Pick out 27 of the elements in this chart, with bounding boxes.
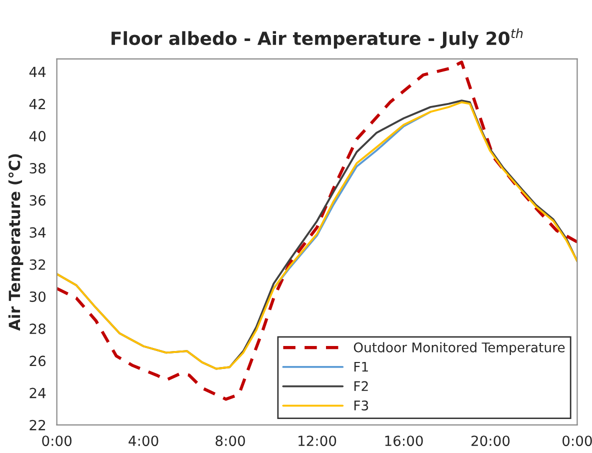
legend-label: F3: [354, 400, 368, 410]
x-tick-label: 4:00: [128, 436, 158, 446]
x-tick-label: 20:00: [471, 436, 510, 446]
x-tick-label: 8:00: [216, 436, 245, 446]
y-tick-label: 32: [30, 259, 46, 270]
x-tick-label: 12:00: [298, 436, 336, 446]
x-tick-label: 16:00: [385, 436, 423, 446]
y-tick-label: 26: [30, 356, 46, 366]
line-series: [272, 110, 432, 290]
y-tick-label: 38: [30, 163, 46, 174]
y-tick-label: 22: [30, 420, 46, 430]
legend-label: F2: [354, 381, 368, 391]
x-tick-label: 0:00: [42, 436, 72, 446]
chart-title: Floor albedo - Air temperature - July 20$^{th}$: [112, 28, 523, 49]
legend-label: F1: [354, 362, 368, 372]
x-tick-label: 0:00: [562, 436, 592, 446]
line-series: [56, 60, 578, 401]
y-tick-label: 34: [30, 227, 46, 238]
y-tick-label: 40: [29, 130, 46, 142]
legend-label: Outdoor Monitored Temperature: [354, 342, 565, 355]
y-tick-label: 24: [30, 388, 46, 398]
y-tick-label: 36: [30, 195, 46, 206]
y-tick-label: 30: [30, 291, 46, 302]
y-tick-label: 44: [29, 66, 46, 78]
y-tick-label: 28: [30, 324, 46, 334]
y-axis-title: Air Temperature (°C): [8, 154, 24, 331]
y-tick-label: 42: [29, 98, 46, 110]
